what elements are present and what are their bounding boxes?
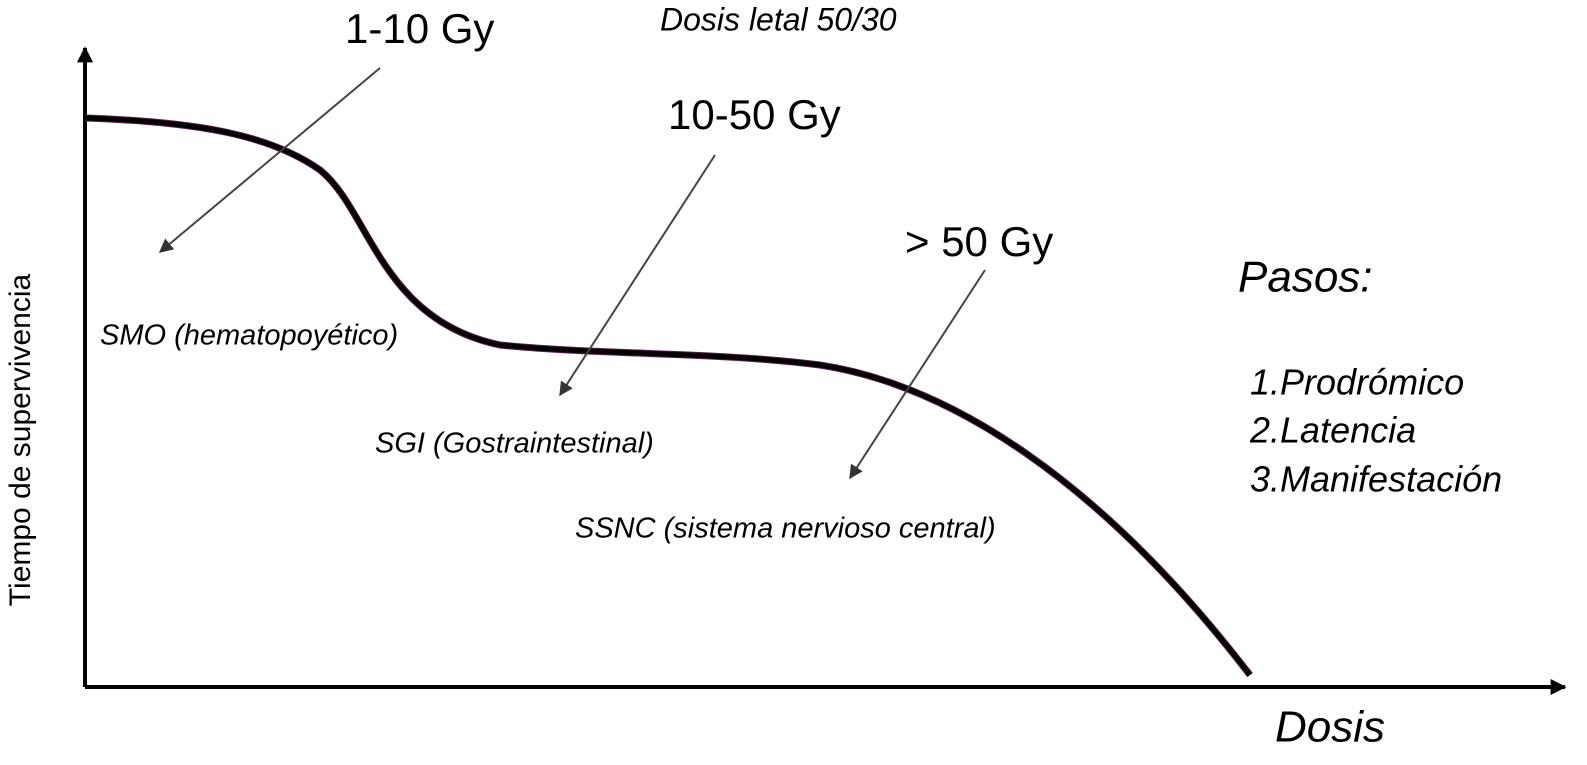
syndrome-label: SGI (Gostraintestinal) [375,428,654,460]
syndrome-label: SMO (hematopoyético) [100,320,398,352]
pointer-arrow [158,67,381,253]
pointer-arrow [559,154,716,397]
title: Dosis letal 50/30 [660,1,897,37]
step-item: 3.Manifestación [1250,459,1502,500]
y-axis-label: Tiempo de supervivencia [4,273,37,606]
syndrome-label: SSNC (sistema nervioso central) [575,513,996,545]
dose-label: > 50 Gy [905,218,1053,265]
survival-curve-outline [84,114,1253,678]
dose-label: 10-50 Gy [668,91,841,138]
step-item: 1.Prodrómico [1250,362,1464,403]
survival-curve [84,115,1252,677]
dose-label: 1-10 Gy [345,5,494,52]
x-axis-label: Dosis [1275,703,1385,752]
pointer-arrow [849,269,986,480]
steps-title: Pasos: [1238,253,1373,302]
step-item: 2.Latencia [1249,410,1416,451]
